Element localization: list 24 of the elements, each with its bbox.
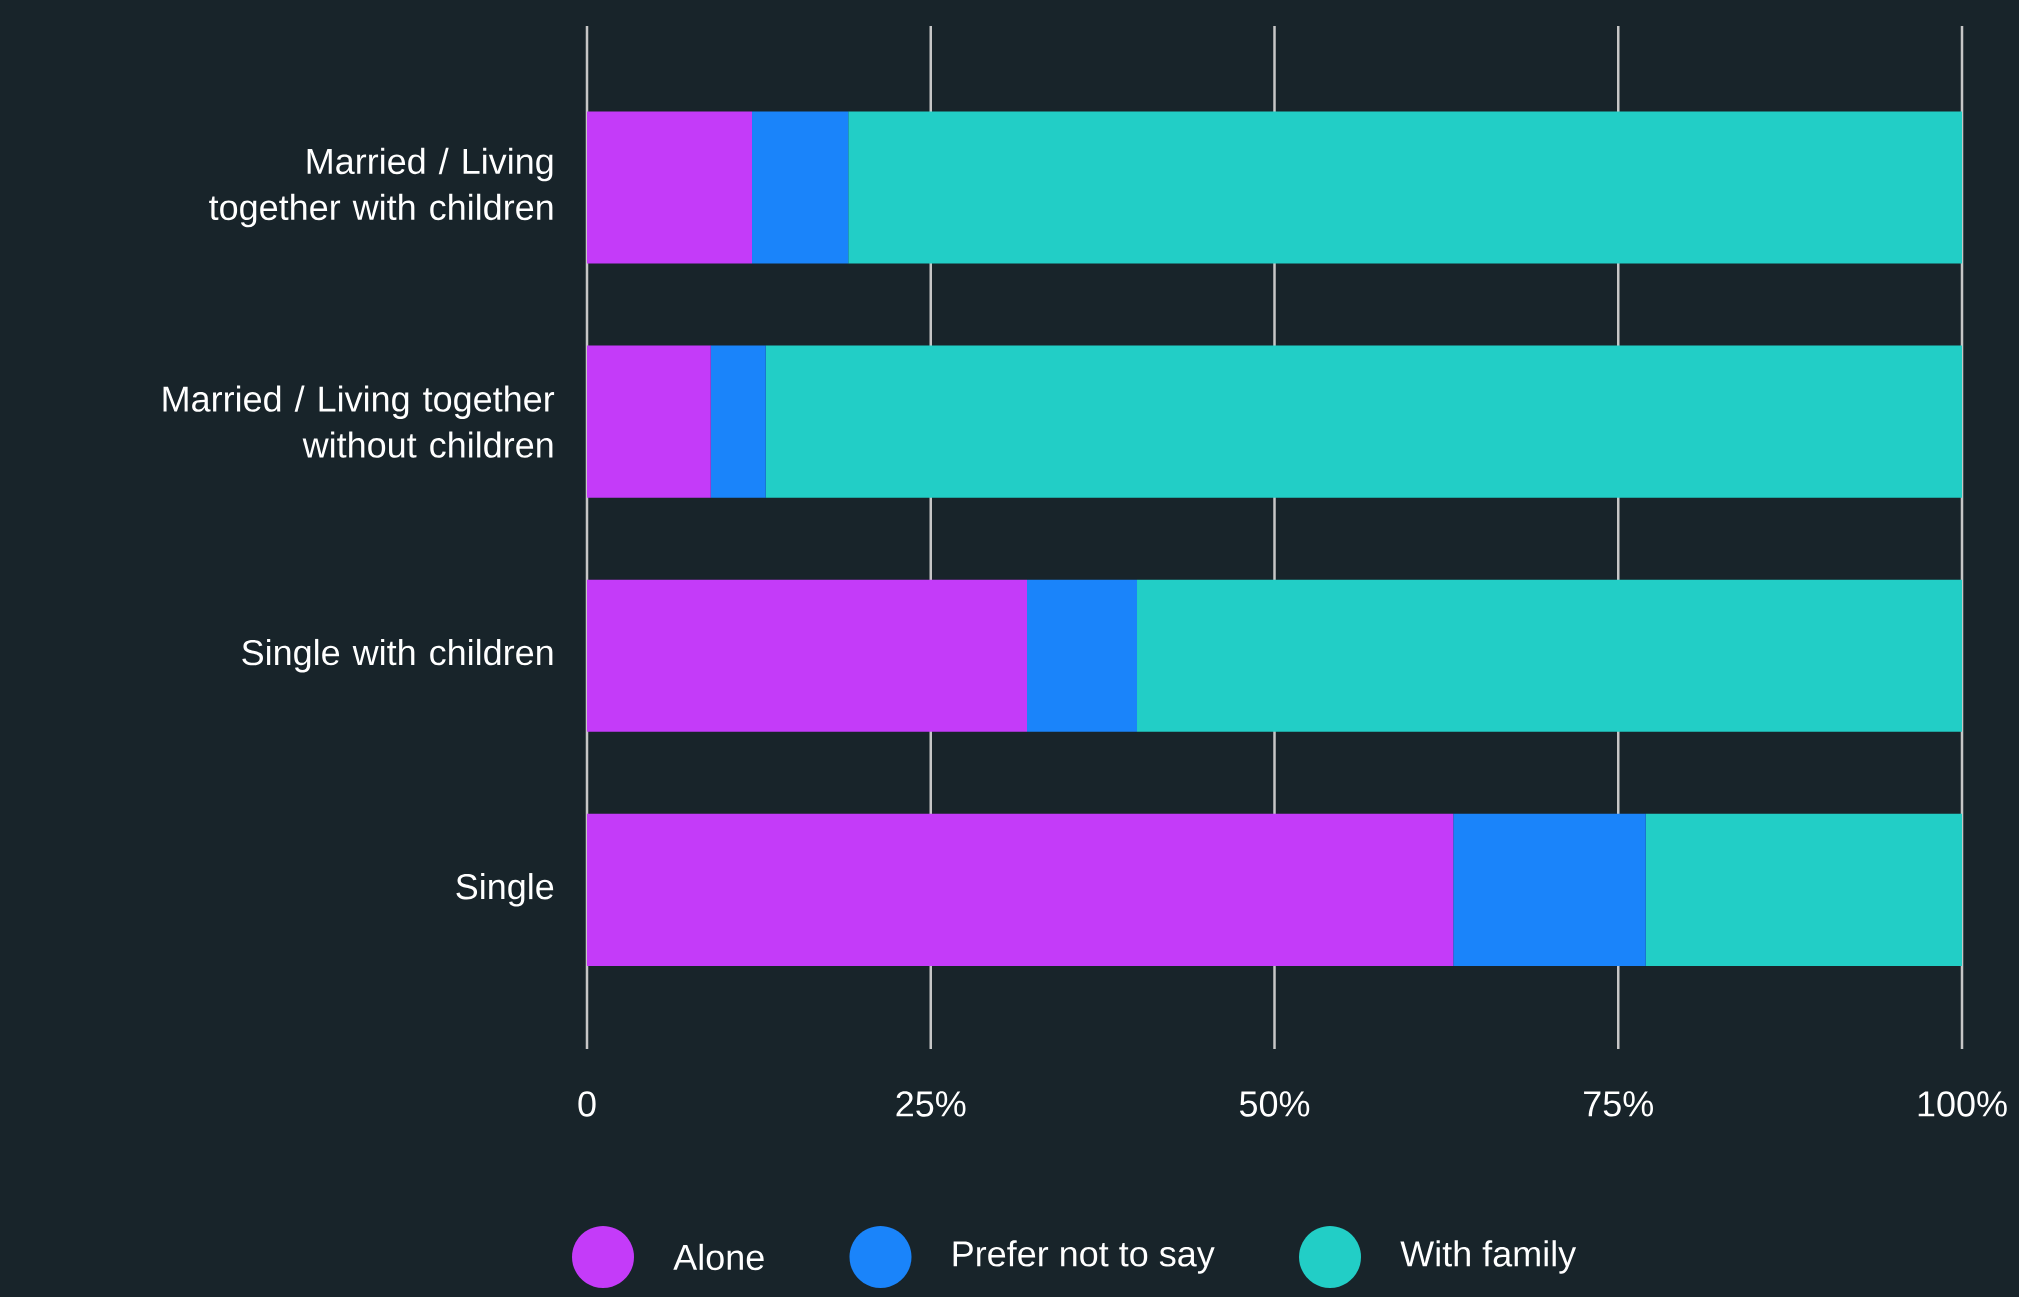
x-tick-label: 0 [578,1091,596,1117]
bar [752,111,849,264]
bar [1453,813,1646,966]
bar [587,579,1027,732]
bar [1027,579,1138,732]
x-tick-label: 75% [1584,1091,1653,1117]
bar [1137,579,1963,732]
bar [710,345,766,498]
y-tick-label: Single with children [242,638,553,673]
y-tick-label: Single [456,873,554,907]
legend-label: Prefer not to say [953,1240,1215,1274]
x-tick-label: 100% [1918,1091,2007,1117]
legend-label: Alone [673,1243,764,1271]
bar [848,111,1963,264]
x-tick-label: 25% [896,1091,966,1117]
x-tick-label: 50% [1239,1091,1310,1117]
bar [587,345,711,498]
bar [587,813,1454,966]
y-tick-label: Married / Living together with children [209,147,553,228]
bar [1645,813,1963,966]
legend-label: With family [1400,1240,1577,1274]
bar [587,111,753,264]
y-tick-label: Married / Living together without children [163,385,555,458]
bar [765,345,1963,498]
